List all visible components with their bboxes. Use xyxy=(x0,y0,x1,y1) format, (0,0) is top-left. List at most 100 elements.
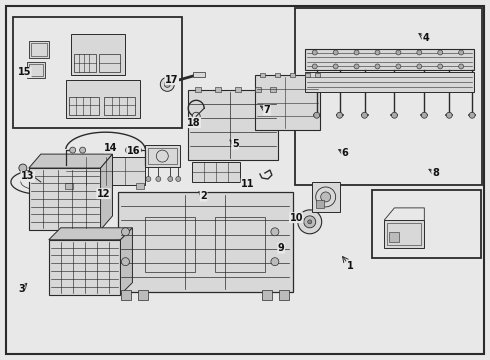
Circle shape xyxy=(396,64,401,69)
Circle shape xyxy=(125,147,131,153)
Circle shape xyxy=(417,50,422,55)
Text: 14: 14 xyxy=(104,143,118,153)
Bar xyxy=(260,73,265,77)
Bar xyxy=(305,73,310,77)
Bar xyxy=(388,223,421,245)
Bar xyxy=(66,80,141,118)
Polygon shape xyxy=(49,228,132,240)
Bar xyxy=(13,17,182,128)
Bar xyxy=(390,232,399,242)
Circle shape xyxy=(446,112,452,118)
Circle shape xyxy=(375,50,380,55)
Bar xyxy=(235,87,241,92)
Circle shape xyxy=(308,220,312,224)
Circle shape xyxy=(321,192,331,202)
Circle shape xyxy=(337,112,343,118)
Circle shape xyxy=(146,176,151,181)
Circle shape xyxy=(160,77,174,91)
Text: 10: 10 xyxy=(290,213,303,222)
Circle shape xyxy=(271,258,279,266)
Bar xyxy=(295,8,482,185)
Circle shape xyxy=(438,64,443,69)
Text: 2: 2 xyxy=(200,191,207,201)
Bar xyxy=(146,217,195,272)
Circle shape xyxy=(362,112,368,118)
Circle shape xyxy=(312,64,317,69)
Bar xyxy=(65,183,73,189)
Circle shape xyxy=(156,176,161,181)
Bar xyxy=(103,97,135,115)
Bar xyxy=(122,289,131,300)
Bar xyxy=(315,73,319,77)
Bar xyxy=(74,54,96,72)
Text: 5: 5 xyxy=(232,139,239,149)
Bar xyxy=(29,168,100,230)
Bar xyxy=(255,75,319,130)
Bar xyxy=(279,289,289,300)
Circle shape xyxy=(375,64,380,69)
Bar xyxy=(136,183,145,189)
Bar xyxy=(215,87,221,92)
Circle shape xyxy=(354,64,359,69)
Text: 16: 16 xyxy=(127,146,141,156)
Circle shape xyxy=(333,50,338,55)
Polygon shape xyxy=(100,154,113,230)
Circle shape xyxy=(459,50,464,55)
Circle shape xyxy=(396,50,401,55)
Text: 18: 18 xyxy=(187,118,200,128)
Circle shape xyxy=(80,147,86,153)
Circle shape xyxy=(271,228,279,236)
Text: 1: 1 xyxy=(346,261,353,271)
Circle shape xyxy=(333,64,338,69)
Bar xyxy=(29,64,43,76)
Text: 4: 4 xyxy=(422,33,429,43)
Bar xyxy=(66,157,146,185)
Bar xyxy=(290,73,295,77)
Circle shape xyxy=(438,50,443,55)
Bar xyxy=(69,97,98,115)
Text: 8: 8 xyxy=(432,168,439,178)
Circle shape xyxy=(176,176,181,181)
Bar xyxy=(305,72,474,92)
Bar xyxy=(192,162,240,182)
Bar xyxy=(385,220,424,248)
Bar xyxy=(371,190,481,258)
Text: 15: 15 xyxy=(18,67,31,77)
Bar xyxy=(195,87,201,92)
Circle shape xyxy=(19,164,27,172)
Bar xyxy=(29,41,49,58)
Bar xyxy=(275,73,280,77)
Circle shape xyxy=(469,112,475,118)
Circle shape xyxy=(122,258,129,266)
Circle shape xyxy=(392,112,397,118)
Circle shape xyxy=(314,112,319,118)
Circle shape xyxy=(122,228,129,236)
Text: 9: 9 xyxy=(278,243,285,253)
Bar xyxy=(270,87,276,92)
Circle shape xyxy=(164,81,171,87)
Circle shape xyxy=(304,216,316,228)
Polygon shape xyxy=(121,228,132,294)
Text: 7: 7 xyxy=(264,105,270,115)
Bar xyxy=(215,217,265,272)
Text: 17: 17 xyxy=(165,75,178,85)
Bar xyxy=(193,72,205,77)
Bar xyxy=(31,42,47,57)
Circle shape xyxy=(298,210,322,234)
Bar xyxy=(188,90,278,160)
Bar xyxy=(138,289,148,300)
Bar xyxy=(146,145,180,167)
Bar xyxy=(255,87,261,92)
Circle shape xyxy=(459,64,464,69)
Text: 12: 12 xyxy=(97,189,110,199)
Circle shape xyxy=(135,147,142,153)
Bar xyxy=(71,33,125,75)
Bar xyxy=(148,148,177,164)
Circle shape xyxy=(421,112,427,118)
Circle shape xyxy=(70,147,75,153)
Circle shape xyxy=(192,112,200,120)
Bar xyxy=(98,54,121,72)
Circle shape xyxy=(168,176,173,181)
Bar xyxy=(27,62,45,78)
Text: 3: 3 xyxy=(18,284,25,294)
